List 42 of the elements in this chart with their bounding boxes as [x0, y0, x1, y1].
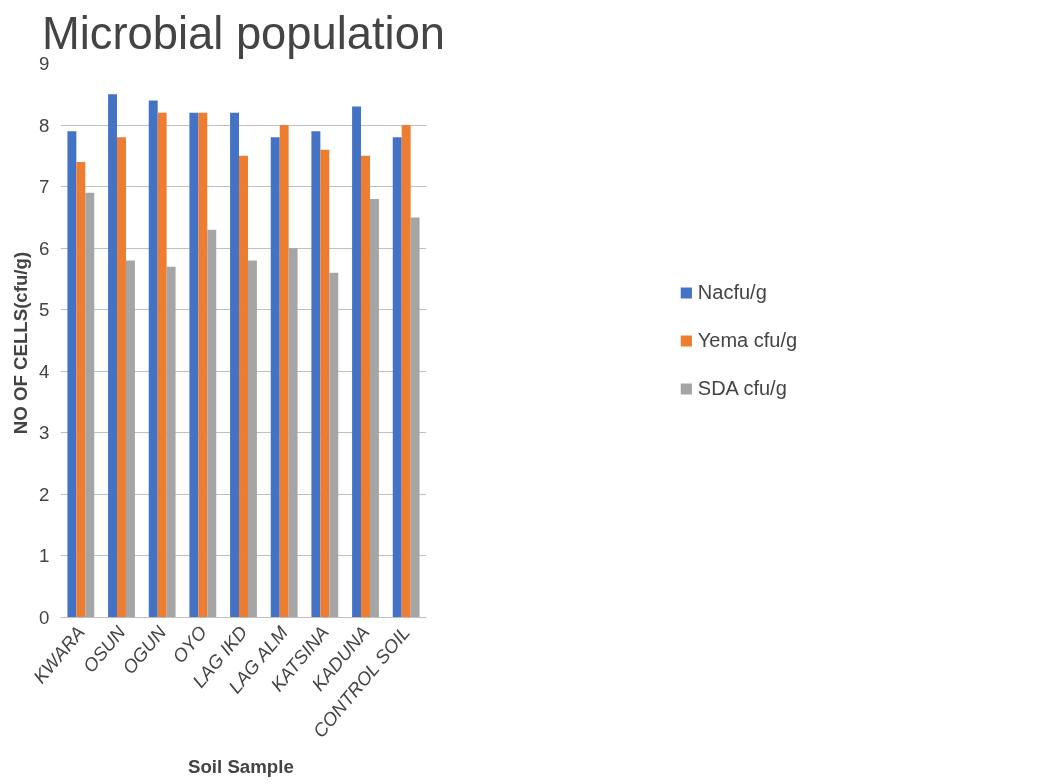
y-tick-label: 2 [39, 483, 50, 505]
y-tick-label: 0 [39, 607, 50, 628]
y-tick-label: 7 [39, 176, 50, 198]
bar [108, 94, 118, 618]
y-tick-label: 8 [39, 114, 50, 136]
bar [288, 248, 298, 618]
y-axis-title: NO OF CELLS(cfu/g) [10, 251, 32, 435]
y-tick-label: 6 [39, 237, 50, 259]
legend-label: Yema cfu/g [697, 328, 798, 352]
y-tick-label: 4 [39, 360, 50, 382]
bar [157, 112, 167, 618]
y-tick-label: 5 [39, 299, 50, 321]
bar [352, 106, 362, 618]
bar [189, 112, 199, 618]
bar [410, 217, 420, 618]
bar [117, 137, 126, 618]
bar [230, 112, 240, 618]
bar [320, 149, 330, 618]
bar [247, 260, 257, 618]
bar [311, 131, 321, 618]
legend-label: Nacfu/g [697, 280, 767, 304]
bar [361, 155, 370, 618]
bar [198, 112, 208, 618]
bar [125, 260, 135, 618]
y-tick-label: 9 [39, 53, 50, 74]
bar [67, 131, 77, 618]
legend-label: SDA cfu/g [697, 376, 787, 400]
x-axis-title: Soil Sample [188, 756, 294, 778]
bar [329, 272, 339, 618]
bar [239, 155, 248, 618]
bar [207, 229, 217, 618]
y-tick-label: 3 [39, 422, 50, 444]
bar [85, 192, 95, 618]
y-tick-label: 1 [39, 545, 50, 567]
bar [148, 100, 158, 618]
bar [270, 137, 280, 618]
bar [392, 137, 402, 618]
bar [279, 125, 289, 618]
bar [369, 198, 379, 618]
bar [76, 161, 86, 618]
bar [166, 266, 176, 618]
bar [401, 125, 411, 618]
